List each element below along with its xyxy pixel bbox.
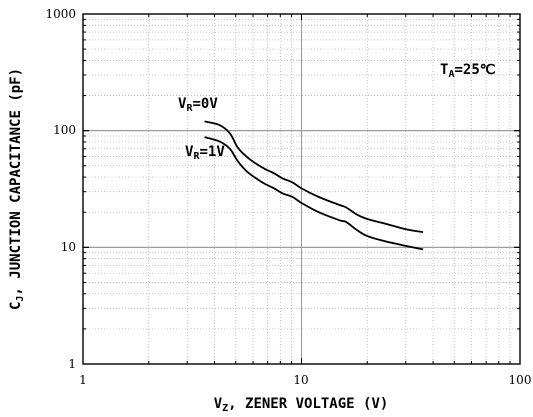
y-axis-label: CJ, JUNCTION CAPACITANCE (pF) — [8, 68, 26, 310]
y-tick-label: 10 — [61, 240, 76, 254]
series-line-vr-0v — [204, 120, 424, 234]
y-tick-labels: 1000 100 10 1 — [45, 7, 76, 371]
x-tick-label: 10 — [293, 373, 308, 387]
series-label-vr-0v: VR=0V — [178, 96, 218, 114]
series-label-vr-1v: VR=1V — [185, 144, 225, 162]
tick-marks — [83, 14, 520, 364]
x-tick-labels: 1 10 100 — [79, 373, 531, 387]
y-tick-label: 1000 — [45, 7, 76, 21]
x-tick-label: 100 — [509, 373, 532, 387]
y-tick-label: 1 — [68, 357, 76, 371]
series-line-vr-1v — [204, 136, 424, 251]
grid — [83, 14, 520, 364]
y-tick-label: 100 — [53, 123, 76, 137]
x-axis-label: VZ, ZENER VOLTAGE (V) — [214, 396, 389, 414]
temperature-annotation: TA=25℃ — [440, 62, 496, 80]
x-tick-label: 1 — [79, 373, 87, 387]
